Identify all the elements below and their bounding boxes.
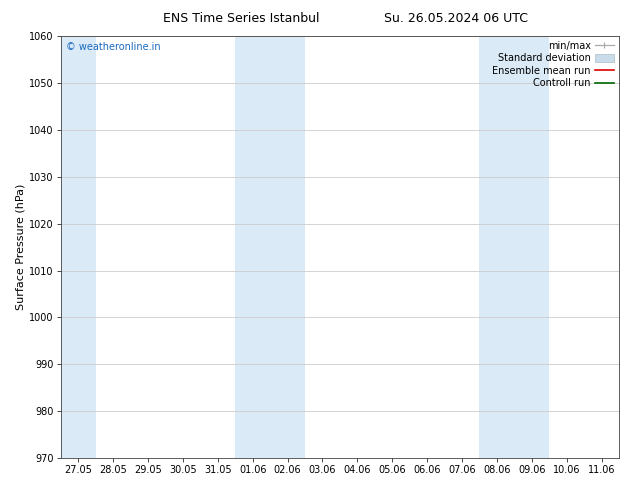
Y-axis label: Surface Pressure (hPa): Surface Pressure (hPa) bbox=[15, 184, 25, 310]
Bar bbox=[61, 36, 96, 458]
Text: © weatheronline.in: © weatheronline.in bbox=[67, 43, 161, 52]
Bar bbox=[479, 36, 549, 458]
Text: ENS Time Series Istanbul: ENS Time Series Istanbul bbox=[163, 12, 319, 25]
Text: Su. 26.05.2024 06 UTC: Su. 26.05.2024 06 UTC bbox=[384, 12, 529, 25]
Bar bbox=[235, 36, 305, 458]
Legend: min/max, Standard deviation, Ensemble mean run, Controll run: min/max, Standard deviation, Ensemble me… bbox=[490, 39, 616, 90]
